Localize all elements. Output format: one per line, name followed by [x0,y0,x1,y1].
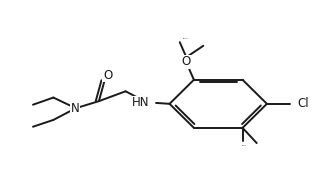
Text: O: O [103,69,112,82]
Text: HN: HN [132,96,149,109]
Text: methyl: methyl [242,145,246,146]
Text: Cl: Cl [297,97,309,110]
Text: O: O [181,55,191,68]
Text: N: N [71,102,80,115]
Text: methoxy: methoxy [183,38,189,39]
